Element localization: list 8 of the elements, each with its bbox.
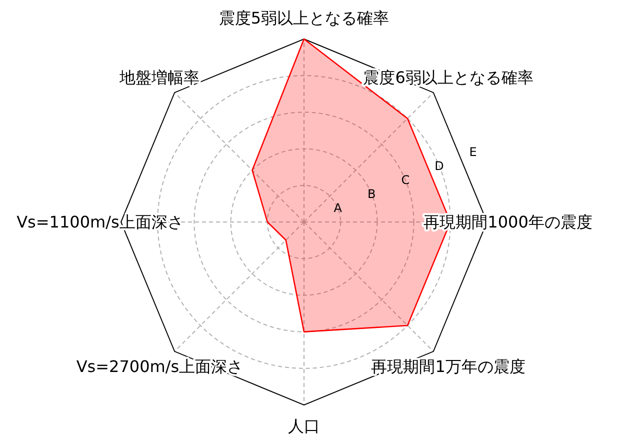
spoke-label: 人口 (288, 416, 320, 436)
y-tick-label: E (469, 144, 477, 159)
y-tick-label: B (368, 186, 376, 201)
y-tick-label: A (334, 200, 343, 215)
y-tick-label: D (434, 158, 444, 173)
y-tick-label: C (401, 172, 410, 187)
spoke-label: 地盤増幅率 (118, 68, 200, 88)
spoke-label: 震度5弱以上となる確率 (218, 8, 390, 28)
